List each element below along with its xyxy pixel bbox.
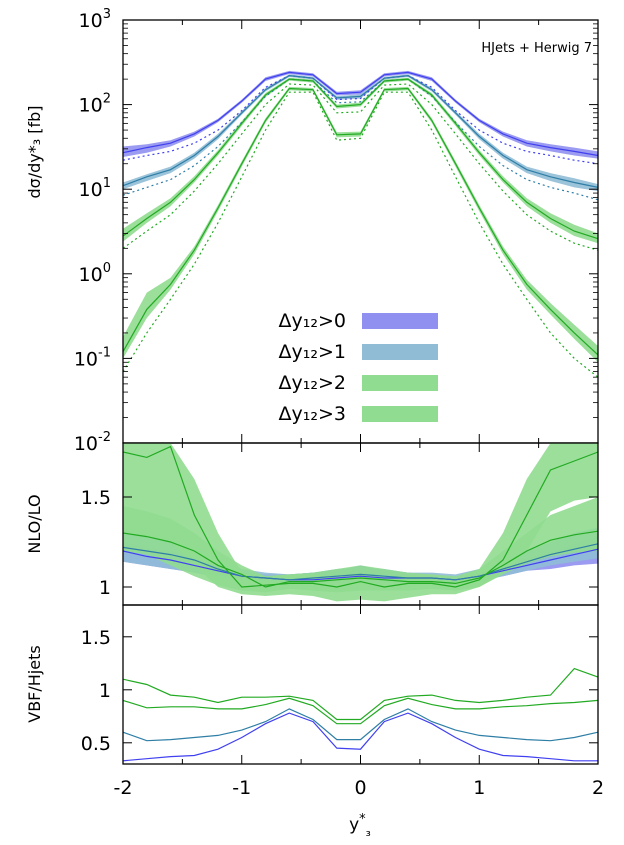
y-axis-label: dσ/dy*₃ [fb]: [25, 105, 44, 198]
vbf-hjets-ratio-panel: 0.5 1 1.5 -2 -1 0 1 2 VBF/Hjets y*₃: [25, 604, 604, 840]
band-series-4: [123, 443, 598, 602]
lo-line-series-1: [122, 74, 599, 165]
nlo-line-series-1: [122, 71, 599, 157]
lo-line-series-2: [122, 78, 599, 201]
legend-swatch-3: [362, 375, 438, 391]
axis-ticks: 10-2 10-1 100 101 102 103: [74, 7, 599, 455]
axis-ticks: 0.5 1 1.5 -2 -1 0 1 2: [81, 605, 604, 799]
band-series-1: [123, 70, 598, 159]
y-tick-label: 1: [99, 577, 111, 599]
series-lines: [122, 445, 599, 588]
series-lines: [122, 71, 599, 378]
legend-swatch-1: [362, 313, 438, 329]
series-lines: [122, 667, 599, 762]
legend-label-2: Δy₁₂>1: [279, 341, 346, 363]
y-tick-label: 102: [79, 92, 111, 117]
y-tick-label: 10-1: [74, 345, 111, 370]
legend-label-4: Δy₁₂>3: [279, 403, 346, 425]
legend-label-3: Δy₁₂>2: [279, 372, 346, 394]
y-tick-label: 1: [99, 680, 111, 702]
nlo-line-series-4: [122, 667, 599, 721]
x-tick-label: -1: [232, 777, 251, 799]
band-series-3: [123, 77, 598, 244]
nlo-line-series-3: [122, 78, 599, 240]
band-series-3: [123, 497, 598, 593]
annotation-text: HJets + Herwig 7: [481, 41, 592, 56]
x-tick-label: 2: [592, 777, 604, 799]
nlo-lo-ratio-panel: 1 1.5 NLO/LO: [25, 442, 599, 606]
band-series-2: [123, 74, 598, 192]
y-tick-label: 103: [79, 7, 111, 32]
band-series-4: [123, 86, 598, 363]
y-tick-label: 0.5: [81, 733, 111, 755]
y-tick-label: 10-2: [74, 430, 111, 455]
y-axis-label: NLO/LO: [25, 494, 44, 553]
y-tick-label: 100: [79, 261, 111, 286]
legend-swatch-4: [362, 406, 438, 422]
nlo-line-series-1: [122, 548, 599, 581]
x-tick-label: -2: [114, 777, 133, 799]
x-axis-label: y*₃: [349, 812, 371, 840]
nlo-line-series-2: [122, 708, 599, 742]
plot-frame: [122, 19, 599, 444]
y-tick-label: 1.5: [81, 487, 111, 509]
cross-section-panel: 10-2 10-1 100 101 102 103 HJets + Herwig 7 dσ…: [25, 7, 599, 455]
nlo-line-series-2: [122, 74, 599, 188]
plot-frame: [122, 604, 599, 765]
lo-line-series-4: [122, 91, 599, 378]
y-tick-label: 101: [79, 176, 111, 201]
x-tick-label: 0: [354, 777, 366, 799]
nlo-line-series-4: [122, 445, 599, 588]
legend-swatch-2: [362, 344, 438, 360]
y-axis-label: VBF/Hjets: [25, 645, 44, 722]
nlo-line-series-3: [122, 697, 599, 725]
y-tick-label: 1.5: [81, 627, 111, 649]
nlo-line-series-1: [122, 712, 598, 762]
legend-label-1: Δy₁₂>0: [279, 310, 346, 332]
nlo-line-series-4: [122, 87, 599, 356]
legend: Δy₁₂>0 Δy₁₂>1 Δy₁₂>2 Δy₁₂>3: [279, 310, 438, 425]
x-tick-label: 1: [473, 777, 485, 799]
nlo-line-series-2: [122, 543, 599, 581]
uncertainty-bands: [123, 70, 598, 363]
nlo-line-series-3: [122, 530, 599, 588]
